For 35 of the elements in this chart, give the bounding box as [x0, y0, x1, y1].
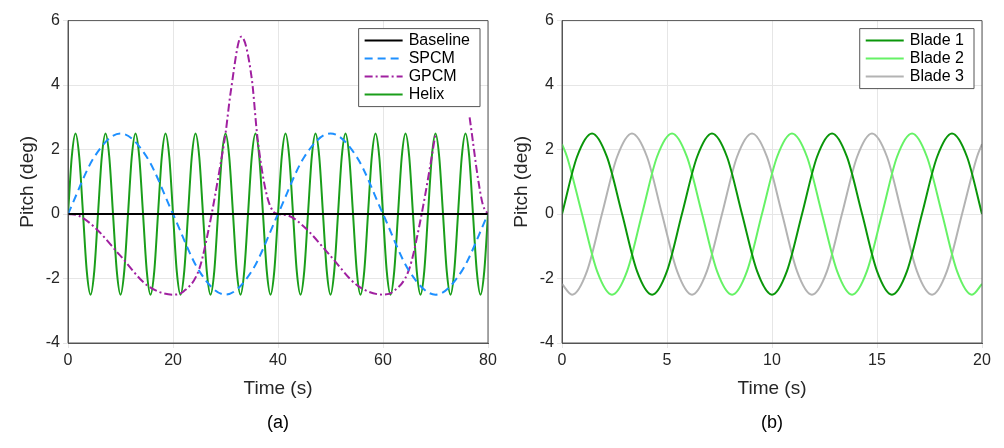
- x-tick-label: 20: [973, 351, 991, 369]
- x-tick-label: 0: [557, 351, 567, 369]
- y-axis-title: Pitch (deg): [509, 135, 531, 228]
- x-tick-label: 15: [868, 351, 887, 369]
- text: (a): [267, 412, 290, 432]
- x-tick-label: 40: [269, 351, 288, 369]
- legend-label: Blade 3: [909, 67, 965, 85]
- y-axis-title: Pitch (deg): [15, 135, 37, 228]
- legend-label: Helix: [408, 85, 445, 103]
- y-tick-label: -2: [45, 268, 61, 286]
- legend-label: GPCM: [408, 67, 457, 85]
- x-tick-label: 80: [479, 351, 497, 369]
- legend-label: Blade 2: [909, 49, 965, 67]
- y-tick-label: 4: [51, 75, 61, 93]
- x-tick-label: 0: [63, 351, 73, 369]
- x-tick-label: 20: [164, 351, 183, 369]
- y-tick-label: 2: [545, 139, 555, 157]
- x-tick-label: 60: [374, 351, 393, 369]
- y-tick-label: -4: [539, 333, 555, 351]
- x-tick-label: 10: [763, 351, 782, 369]
- x-axis-title: Time (s): [737, 376, 807, 398]
- y-tick-label: 2: [51, 139, 61, 157]
- legend-label: Baseline: [408, 31, 471, 49]
- text: (b): [761, 412, 784, 432]
- y-tick-label: 4: [545, 75, 555, 93]
- y-tick-label: 0: [545, 204, 555, 222]
- legend-label: SPCM: [408, 49, 455, 67]
- y-tick-label: 0: [51, 204, 61, 222]
- legend-label: Blade 1: [909, 31, 965, 49]
- x-axis-title: Time (s): [243, 376, 313, 398]
- y-tick-label: -4: [45, 333, 61, 351]
- y-tick-label: -2: [539, 268, 555, 286]
- x-tick-label: 5: [662, 351, 672, 369]
- y-tick-label: 6: [51, 11, 61, 29]
- y-tick-label: 6: [545, 11, 555, 29]
